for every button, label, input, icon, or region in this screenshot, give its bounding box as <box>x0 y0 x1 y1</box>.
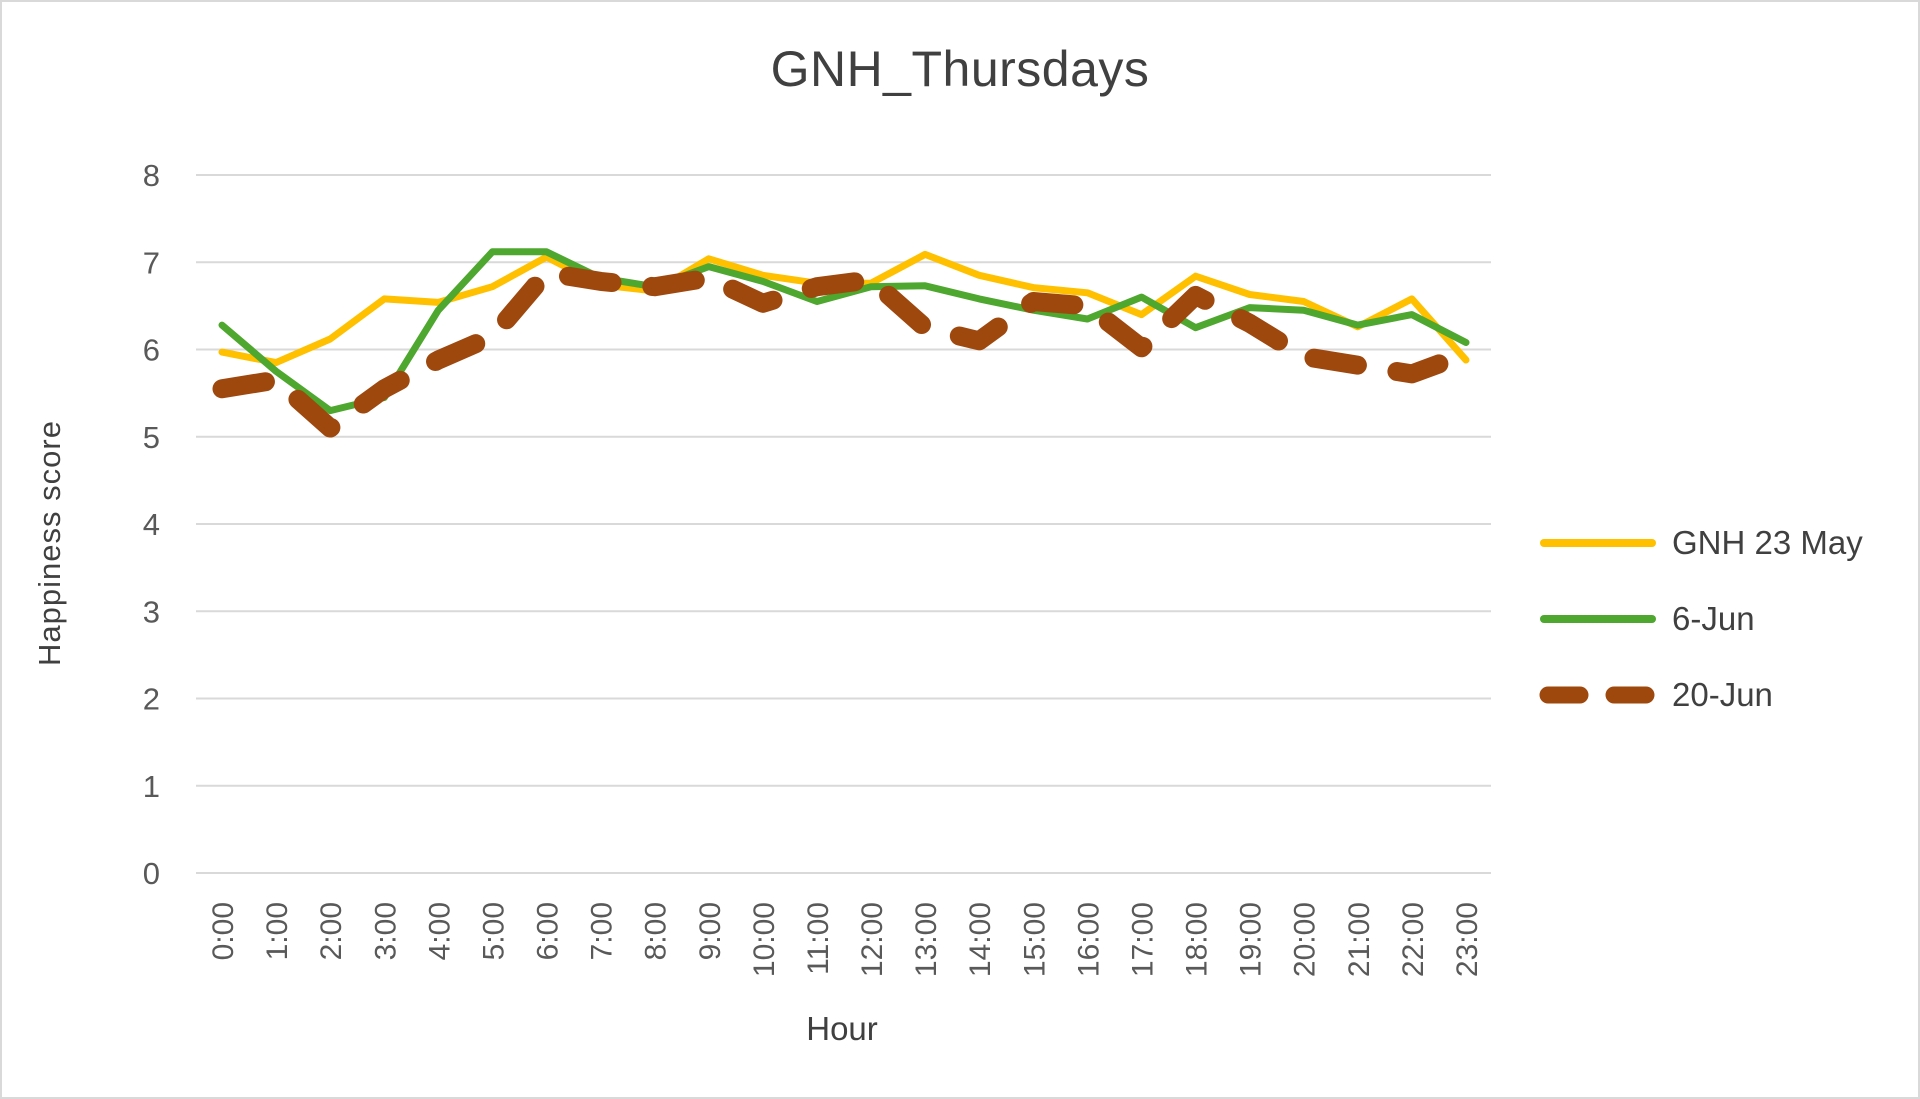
x-tick-label: 14:00 <box>964 902 997 977</box>
x-tick-label: 0:00 <box>207 902 240 960</box>
legend-label: GNH 23 May <box>1672 524 1863 561</box>
x-tick-label: 17:00 <box>1126 902 1159 977</box>
y-tick-label: 7 <box>143 245 160 280</box>
x-tick-label: 13:00 <box>910 902 943 977</box>
legend-swatch-icon <box>1540 539 1656 547</box>
x-tick-label: 20:00 <box>1289 902 1322 977</box>
legend-swatch-icon <box>1539 686 1658 704</box>
legend-swatch-icon <box>1540 615 1656 623</box>
x-tick-label: 11:00 <box>802 902 835 975</box>
series-line-20-jun[interactable] <box>212 263 1476 438</box>
y-tick-label: 2 <box>143 682 160 717</box>
legend-item[interactable]: 20-Jun <box>1538 657 1863 733</box>
x-tick-label: 7:00 <box>586 902 619 960</box>
x-tick-label: 8:00 <box>640 902 673 960</box>
x-tick-label: 23:00 <box>1451 902 1484 977</box>
legend: GNH 23 May 6-Jun 20-Jun <box>1538 505 1863 733</box>
series-line-6-jun[interactable] <box>218 248 1470 415</box>
y-tick-label: 3 <box>143 594 160 629</box>
x-tick-label: 6:00 <box>532 902 565 960</box>
x-tick-label: 21:00 <box>1343 902 1376 977</box>
y-tick-label: 8 <box>143 158 160 193</box>
legend-item[interactable]: 6-Jun <box>1538 581 1863 657</box>
x-tick-label: 2:00 <box>315 902 348 960</box>
chart-title: GNH_Thursdays <box>770 41 1150 97</box>
x-tick-label: 9:00 <box>694 902 727 960</box>
x-tick-label: 22:00 <box>1397 902 1430 977</box>
x-axis-title: Hour <box>806 1010 878 1047</box>
x-tick-label: 18:00 <box>1181 902 1214 977</box>
x-tick-label: 5:00 <box>477 902 510 960</box>
x-tick-label: 1:00 <box>261 902 294 960</box>
x-tick-label: 10:00 <box>748 902 781 977</box>
y-tick-label: 5 <box>143 420 160 455</box>
x-tick-label: 16:00 <box>1072 902 1105 977</box>
legend-item[interactable]: GNH 23 May <box>1538 505 1863 581</box>
legend-label: 20-Jun <box>1672 676 1773 713</box>
x-tick-label: 19:00 <box>1235 902 1268 977</box>
x-tick-label: 3:00 <box>369 902 402 960</box>
y-tick-label: 6 <box>143 333 160 368</box>
y-axis-title: Happiness score <box>32 420 67 666</box>
y-tick-label: 1 <box>143 769 160 804</box>
x-tick-label: 4:00 <box>423 902 456 960</box>
legend-label: 6-Jun <box>1672 600 1755 637</box>
y-tick-label: 4 <box>143 507 160 542</box>
x-tick-label: 15:00 <box>1018 902 1051 977</box>
y-tick-label: 0 <box>143 856 160 891</box>
x-tick-label: 12:00 <box>856 902 889 977</box>
